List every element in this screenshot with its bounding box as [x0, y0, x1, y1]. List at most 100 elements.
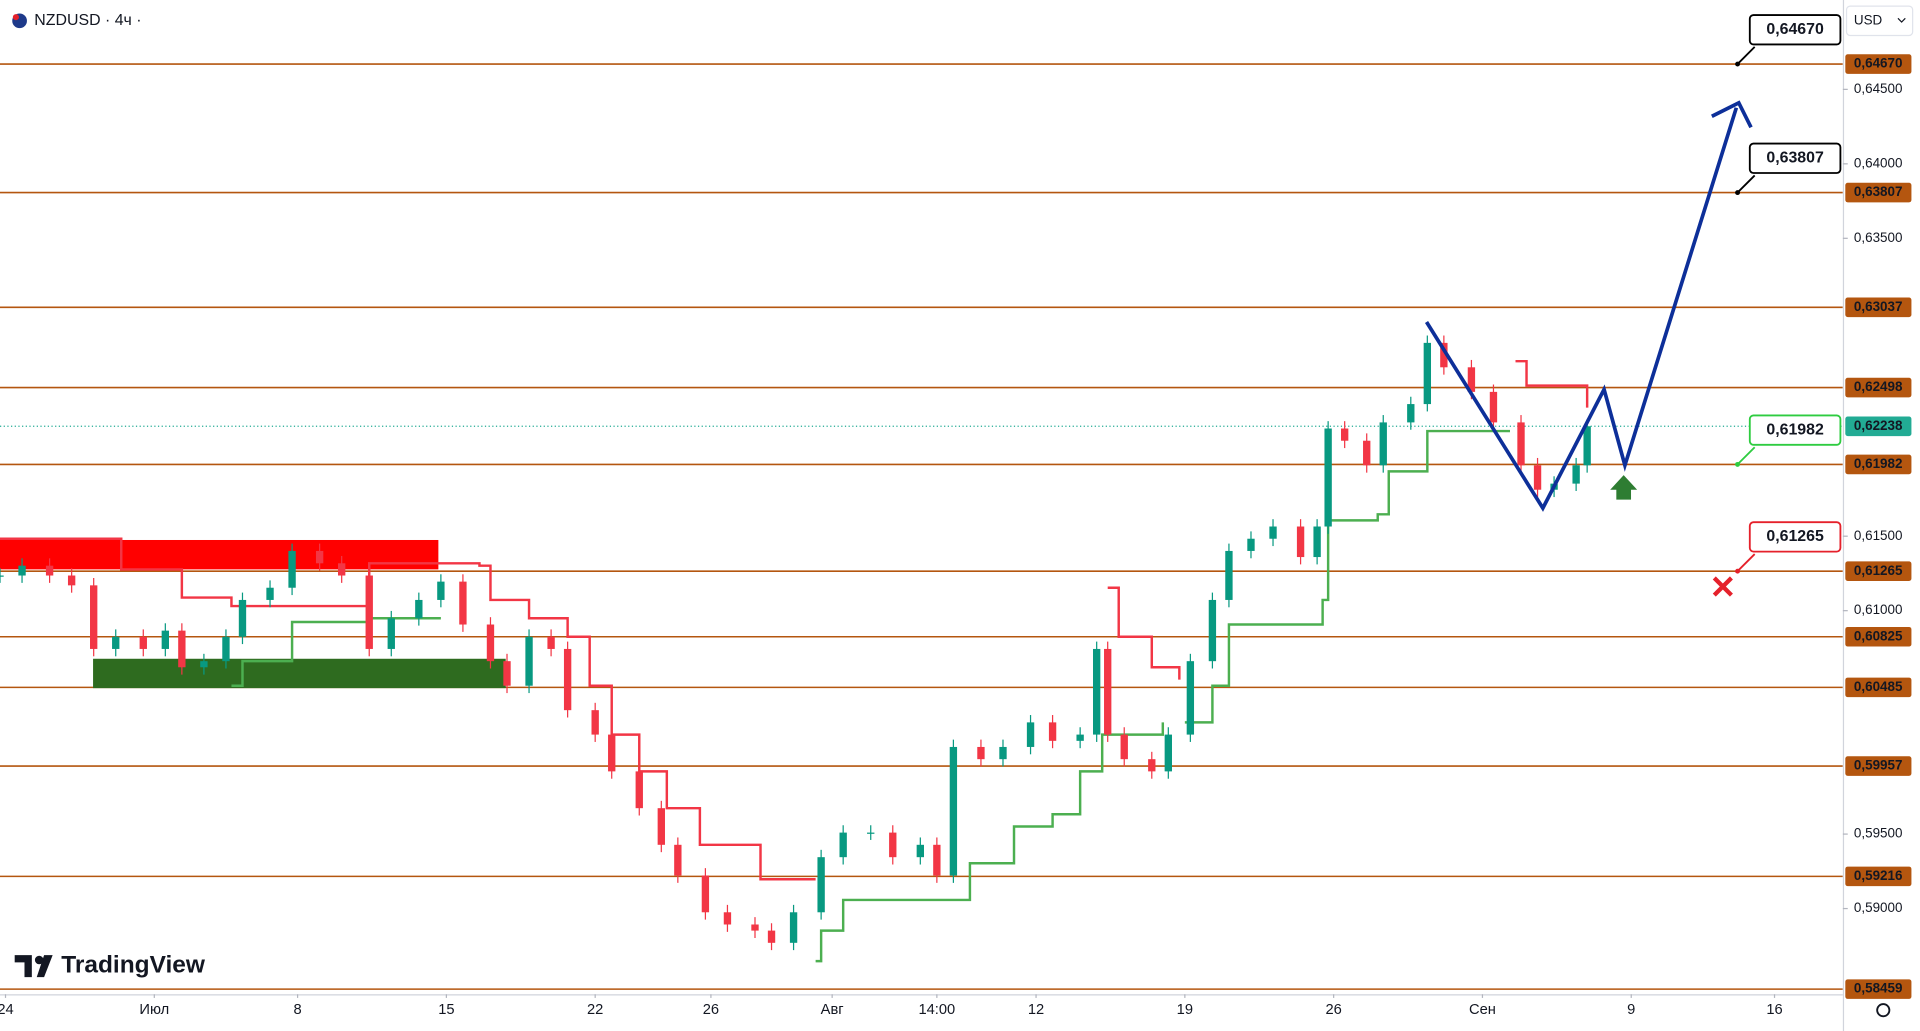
- level-price-box: [1845, 182, 1912, 203]
- callout-dot: [1735, 568, 1740, 574]
- candle-body: [200, 661, 208, 668]
- trail-line: [0, 537, 816, 881]
- settings-button[interactable]: [1876, 1003, 1891, 1018]
- trail-line: [1184, 429, 1510, 724]
- candle-body: [1467, 367, 1476, 392]
- candle-body: [1093, 648, 1101, 735]
- dropdown-chevron: [1897, 17, 1906, 23]
- callout-box: [1748, 14, 1842, 46]
- candle-body: [45, 565, 54, 576]
- level-price-label: 0,58459: [1854, 981, 1903, 996]
- level-price-box: [1845, 561, 1912, 581]
- candle-body: [723, 912, 732, 925]
- plot-area: [0, 63, 1843, 990]
- callout-label: 0,61982: [1766, 421, 1824, 438]
- callout-box: [1748, 521, 1842, 553]
- candle-body: [1340, 428, 1349, 441]
- candle-body: [999, 746, 1007, 760]
- last-price-label: 0,62238: [1854, 418, 1903, 433]
- candle-body: [387, 618, 395, 649]
- candle-body: [315, 550, 324, 564]
- candle-body: [365, 575, 373, 649]
- level-price-label: 0,59216: [1854, 868, 1903, 883]
- last-price-box: [1845, 416, 1912, 437]
- candle-body: [1076, 734, 1084, 741]
- level-price-label: 0,60485: [1854, 679, 1903, 694]
- candle-body: [1363, 440, 1371, 466]
- y-tick-label: 0,59500: [1854, 826, 1903, 841]
- callout-box: [1748, 414, 1842, 446]
- y-tick-label: 0,59000: [1854, 900, 1903, 915]
- x-tick-label: 19: [1177, 1002, 1193, 1018]
- candle-body: [867, 832, 875, 834]
- x-tick-label: Сен: [1469, 1002, 1496, 1018]
- candle-body: [525, 636, 533, 686]
- candle-body: [1247, 538, 1255, 551]
- x-tick-label: 15: [438, 1002, 454, 1018]
- candle-body: [1186, 661, 1195, 735]
- currency-label[interactable]: USD: [1854, 12, 1883, 27]
- level-price-label: 0,63807: [1854, 184, 1903, 199]
- projection-arrowhead: [1711, 100, 1753, 129]
- x-tick-label: 8: [294, 1002, 302, 1018]
- candle-body: [338, 563, 346, 576]
- level-price-box: [1845, 979, 1912, 999]
- candle-body: [1208, 599, 1217, 662]
- candle-body: [1517, 422, 1525, 466]
- level-price-label: 0,63037: [1854, 299, 1903, 314]
- callout-dot: [1735, 461, 1740, 467]
- trail-line: [815, 722, 1165, 963]
- resistance-zone: [0, 539, 439, 570]
- candle-body: [112, 636, 120, 649]
- level-price-label: 0,61982: [1854, 456, 1903, 471]
- candle-body: [1104, 648, 1112, 735]
- callout-dot: [1735, 61, 1740, 67]
- x-tick-label: 14:00: [918, 1002, 955, 1018]
- candle-body: [1489, 391, 1498, 423]
- stop-mark: [1712, 576, 1733, 597]
- candle-body: [751, 924, 759, 931]
- currency-selector[interactable]: [1845, 5, 1914, 37]
- candle-body: [266, 587, 274, 600]
- candle-body: [178, 630, 186, 668]
- callout-label: 0,61265: [1766, 528, 1824, 545]
- candle-body: [1225, 550, 1233, 600]
- candle-body: [1324, 428, 1332, 527]
- x-tick-label: 26: [703, 1002, 719, 1018]
- projection-path: [1424, 107, 1739, 512]
- y-tick-label: 0,63500: [1854, 230, 1903, 245]
- candle-body: [889, 832, 897, 858]
- trail-line: [1107, 586, 1181, 680]
- symbol-title: NZDUSD · 4ч ·: [34, 12, 141, 29]
- candle-body: [1379, 422, 1387, 466]
- candle-body: [139, 636, 147, 649]
- level-price-box: [1845, 677, 1912, 698]
- candle-body: [817, 857, 825, 913]
- candle-body: [503, 661, 511, 686]
- level-price-label: 0,61265: [1854, 563, 1903, 578]
- level-price-box: [1845, 866, 1912, 887]
- candle-body: [608, 734, 616, 772]
- candle-body: [222, 636, 230, 662]
- candle-body: [1148, 759, 1156, 772]
- y-tick-label: 0,61500: [1854, 528, 1903, 543]
- x-tick-label: 22: [587, 1002, 603, 1018]
- callout-pointer: [1736, 46, 1756, 65]
- candle-body: [1583, 426, 1591, 466]
- y-tick-label: 0,64000: [1854, 155, 1903, 170]
- candle-body: [1440, 342, 1448, 368]
- candle-body: [288, 550, 296, 588]
- candle-body: [701, 875, 710, 913]
- buy-arrow: [1610, 475, 1638, 500]
- candle-body: [657, 808, 665, 845]
- level-price-label: 0,59957: [1854, 758, 1903, 773]
- callout-label: 0,64670: [1766, 21, 1824, 38]
- logo-icon: [14, 955, 53, 978]
- x-tick-label: 9: [1627, 1002, 1635, 1018]
- level-price-label: 0,64670: [1854, 56, 1903, 71]
- candle-body: [1120, 734, 1128, 760]
- candle-body: [1296, 526, 1305, 558]
- x-tick-label: Авг: [821, 1002, 844, 1018]
- x-tick-label: 26: [1325, 1002, 1341, 1018]
